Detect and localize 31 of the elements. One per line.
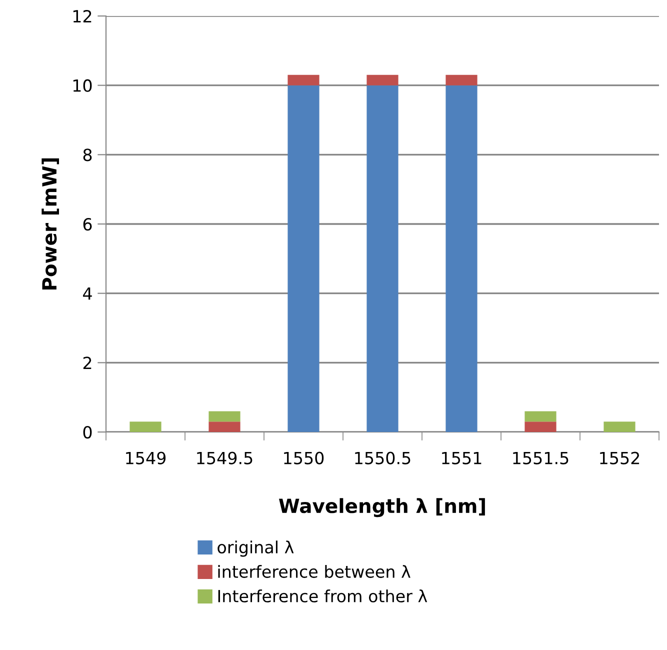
bar bbox=[288, 74, 320, 86]
legend-label: interference between λ bbox=[218, 565, 410, 578]
legend-label: original λ bbox=[218, 540, 294, 557]
bar bbox=[366, 74, 398, 86]
bar bbox=[208, 411, 240, 422]
bar bbox=[130, 422, 162, 432]
bar bbox=[524, 422, 556, 432]
bar bbox=[604, 422, 636, 432]
x-axis-title: Wavelength λ [nm] bbox=[278, 498, 485, 518]
x-tick-label: 1552 bbox=[600, 452, 640, 464]
bar bbox=[446, 74, 478, 86]
y-tick-label: 12 bbox=[73, 10, 92, 22]
bar bbox=[366, 85, 398, 432]
y-tick-label: 4 bbox=[83, 288, 92, 300]
bar bbox=[524, 411, 556, 422]
y-tick-label: 0 bbox=[83, 426, 92, 439]
bar bbox=[288, 85, 320, 432]
x-tick-label: 1549.5 bbox=[197, 452, 252, 464]
y-tick-label: 8 bbox=[83, 148, 92, 162]
x-tick-label: 1551 bbox=[442, 452, 482, 464]
y-axis-title: Power [mW] bbox=[42, 158, 60, 290]
x-tick-label: 1550.5 bbox=[355, 452, 410, 464]
y-tick-label: 2 bbox=[83, 356, 92, 369]
x-tick-label: 1550 bbox=[284, 452, 324, 464]
bar bbox=[208, 422, 240, 432]
y-tick-label: 6 bbox=[83, 218, 92, 231]
x-tick-label: 1551.5 bbox=[513, 452, 568, 464]
legend-label: Interference from other λ bbox=[218, 590, 428, 602]
bar bbox=[446, 85, 478, 432]
y-tick-label: 10 bbox=[73, 79, 92, 92]
x-tick-label: 1549 bbox=[126, 452, 166, 464]
